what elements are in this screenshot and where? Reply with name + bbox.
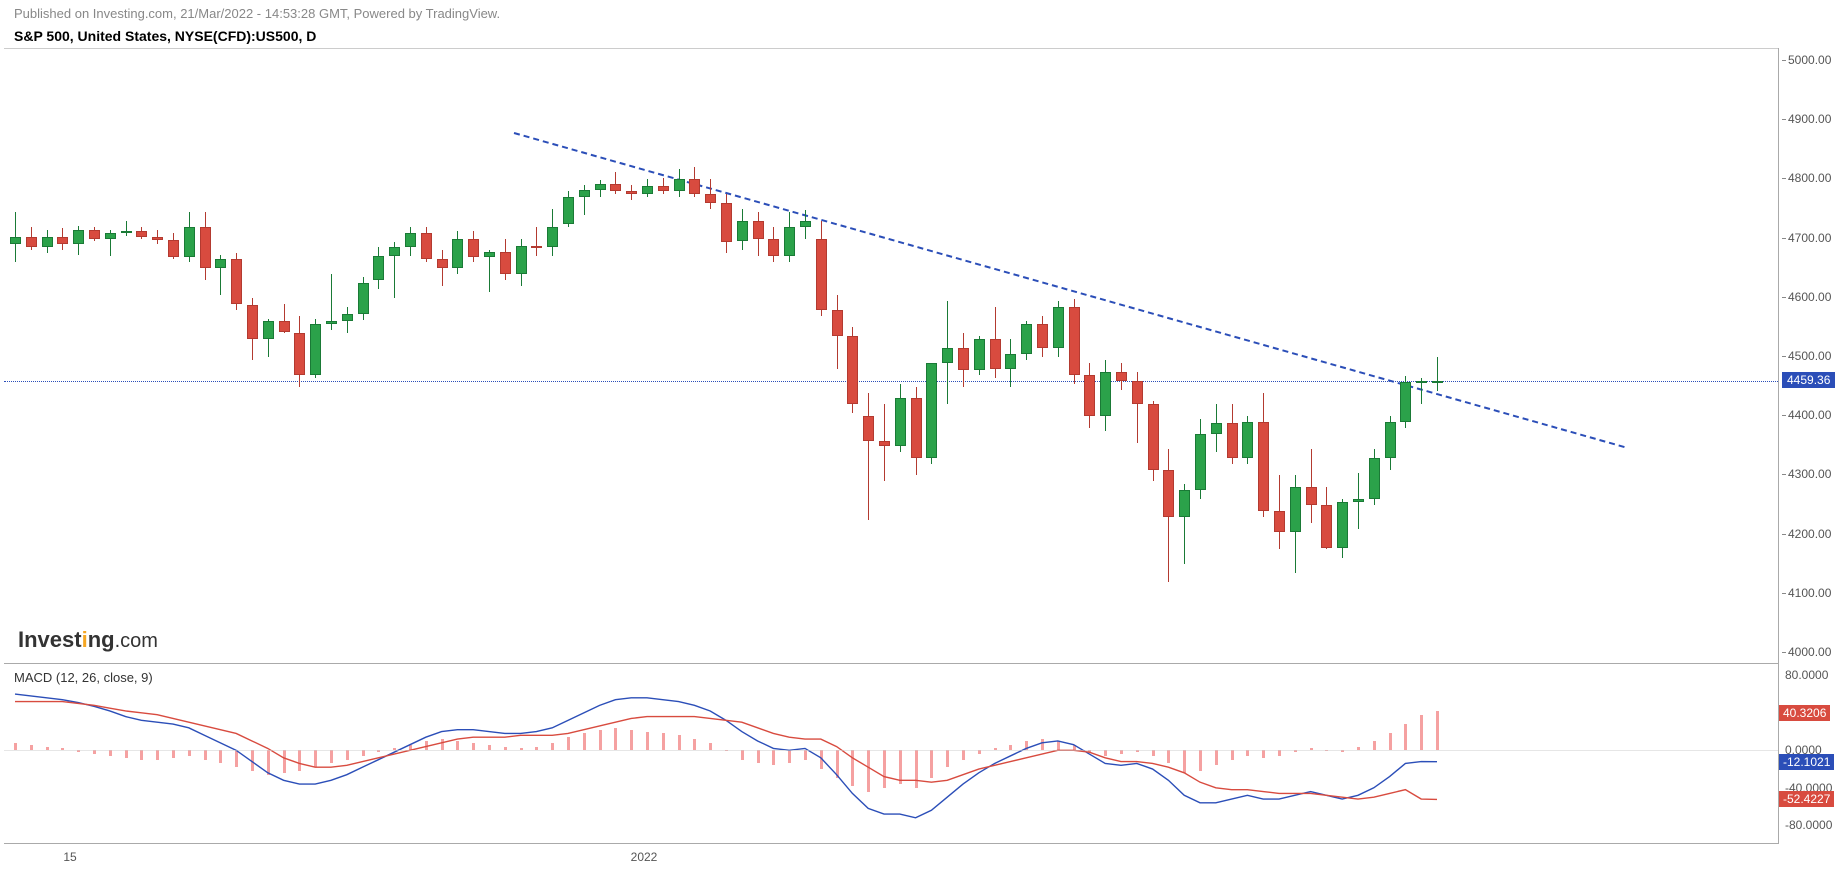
y-tick: 4600.00 (1788, 290, 1831, 304)
macd-chart[interactable]: MACD (12, 26, close, 9) (4, 666, 1778, 844)
wm-invest: Invest (18, 627, 82, 652)
wm-com: .com (115, 630, 158, 652)
published-text: Published on Investing.com, 21/Mar/2022 … (14, 6, 500, 21)
macd-value-label: 40.3206 (1779, 705, 1830, 721)
investing-watermark: Investing.com (18, 627, 158, 653)
y-tick: 4400.00 (1788, 408, 1831, 422)
y-tick: 4700.00 (1788, 231, 1831, 245)
price-chart[interactable]: Investing.com (4, 48, 1778, 664)
x-axis: 15 2022 (4, 846, 1778, 876)
macd-value-label: -12.1021 (1779, 754, 1834, 770)
y-tick: 4900.00 (1788, 112, 1831, 126)
price-line (4, 381, 1778, 382)
price-y-axis: 4000.00 4100.00 4200.00 4300.00 4400.00 4500.… (1782, 48, 1847, 664)
current-price-label: 4459.36 (1782, 372, 1835, 388)
macd-value-label: -52.4227 (1779, 791, 1834, 807)
y-tick: 4500.00 (1788, 349, 1831, 363)
axis-border (1778, 48, 1779, 844)
y-tick: 4000.00 (1788, 645, 1831, 659)
y-tick: 4100.00 (1788, 586, 1831, 600)
macd-y-tick: -80.0000 (1785, 818, 1832, 832)
y-tick: 5000.00 (1788, 53, 1831, 67)
x-tick: 15 (63, 850, 76, 864)
y-tick: 4200.00 (1788, 527, 1831, 541)
macd-lines (4, 666, 1778, 844)
macd-y-tick: 80.0000 (1785, 668, 1828, 682)
y-tick: 4300.00 (1788, 467, 1831, 481)
x-tick: 2022 (631, 850, 658, 864)
wm-ng: ng (88, 627, 115, 652)
y-tick: 4800.00 (1788, 171, 1831, 185)
macd-y-axis: -80.0000-40.00000.000080.000040.3206-12.… (1779, 666, 1847, 844)
symbol-text: S&P 500, United States, NYSE(CFD):US500,… (14, 28, 316, 44)
